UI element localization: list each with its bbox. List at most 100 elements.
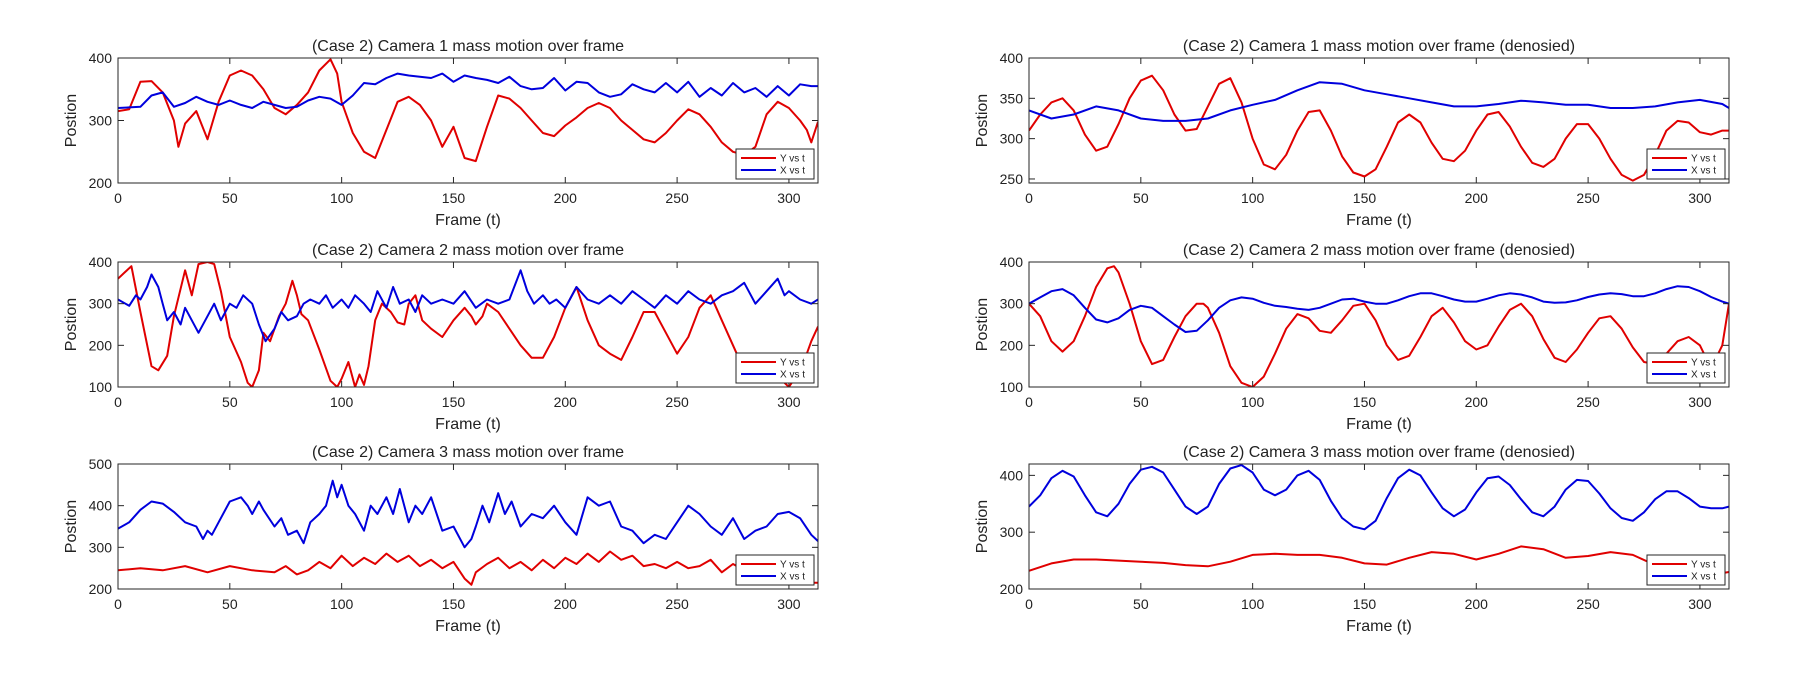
legend-label: Y vs t: [780, 560, 805, 571]
x-tick-label: 250: [1576, 190, 1600, 206]
x-tick-label: 0: [114, 190, 122, 206]
series-line-x-vs-t: [118, 479, 818, 549]
series-line-y-vs-t: [1029, 265, 1729, 387]
series-group: [118, 479, 818, 586]
series-line-x-vs-t: [118, 72, 818, 109]
y-tick-label: 300: [89, 113, 113, 129]
plot-area: [118, 464, 818, 589]
series-group: [118, 58, 818, 163]
legend-box: [735, 352, 815, 384]
chart-panel-1: 0 50 100 150 200 250 300 200 300 400 (Case 2) Came…: [63, 38, 819, 229]
y-tick-label: 400: [1000, 254, 1024, 270]
x-tick-label: 100: [1241, 190, 1265, 206]
legend-label: X vs t: [780, 166, 805, 177]
y-tick-label: 300: [89, 296, 113, 312]
x-tick-label: 300: [1688, 596, 1712, 612]
y-tick-label: 400: [1000, 467, 1024, 483]
series-line-x-vs-t: [1029, 81, 1729, 122]
legend-label: X vs t: [1691, 370, 1716, 381]
x-tick-label: 200: [554, 394, 578, 410]
legend: Y vs tX vs t: [735, 352, 815, 384]
chart-title: (Case 2) Camera 1 mass motion over frame: [312, 38, 624, 55]
legend-label: X vs t: [780, 572, 805, 583]
x-tick-label: 300: [777, 394, 801, 410]
chart-title: (Case 2) Camera 2 mass motion over frame…: [1183, 242, 1575, 259]
x-tick-label: 50: [222, 190, 238, 206]
x-tick-label: 250: [1576, 394, 1600, 410]
x-tick-label: 200: [1465, 394, 1489, 410]
plot-area: [1029, 464, 1729, 589]
y-tick-label: 400: [1000, 50, 1024, 66]
legend-box: [1646, 554, 1726, 586]
series-group: [118, 262, 818, 387]
x-tick-label: 0: [1025, 596, 1033, 612]
x-tick-label: 250: [665, 190, 689, 206]
plot-area: [118, 58, 818, 183]
x-tick-label: 100: [330, 190, 354, 206]
x-axis-label: Frame (t): [435, 618, 501, 635]
chart-title: (Case 2) Camera 1 mass motion over frame…: [1183, 38, 1575, 55]
y-tick-label: 400: [89, 498, 113, 514]
series-line-y-vs-t: [118, 550, 818, 586]
axes-box: [1028, 261, 1730, 388]
x-tick-label: 150: [1353, 596, 1377, 612]
x-tick-label: 0: [1025, 190, 1033, 206]
x-axis-label: Frame (t): [1346, 416, 1412, 433]
x-tick-label: 300: [777, 190, 801, 206]
legend-box: [1646, 352, 1726, 384]
legend-label: X vs t: [780, 370, 805, 381]
x-tick-label: 50: [1133, 190, 1149, 206]
x-tick-label: 150: [442, 190, 466, 206]
x-tick-label: 50: [1133, 394, 1149, 410]
y-tick-label: 400: [89, 254, 113, 270]
y-axis-label: Postion: [63, 298, 80, 351]
chart-title: (Case 2) Camera 2 mass motion over frame: [312, 242, 624, 259]
x-tick-label: 150: [1353, 394, 1377, 410]
legend: Y vs tX vs t: [1646, 554, 1726, 586]
y-tick-label: 250: [1000, 171, 1024, 187]
x-tick-label: 300: [1688, 190, 1712, 206]
x-tick-label: 100: [1241, 596, 1265, 612]
axes-box: [1028, 57, 1730, 184]
series-line-x-vs-t: [1029, 285, 1729, 333]
x-tick-label: 250: [1576, 596, 1600, 612]
legend-label: Y vs t: [1691, 358, 1716, 369]
series-line-y-vs-t: [118, 58, 818, 163]
y-axis-label: Postion: [974, 500, 991, 553]
series-line-y-vs-t: [118, 262, 818, 387]
y-tick-label: 200: [89, 337, 113, 353]
x-axis-label: Frame (t): [435, 416, 501, 433]
series-group: [1029, 464, 1729, 575]
y-tick-label: 300: [1000, 524, 1024, 540]
y-axis-label: Postion: [974, 94, 991, 147]
x-tick-label: 200: [554, 596, 578, 612]
y-tick-label: 300: [1000, 131, 1024, 147]
x-tick-label: 250: [665, 394, 689, 410]
chart-panel-4: 0 50 100 150 200 250 300 250 300 350 400 (Case 2) C…: [974, 38, 1730, 229]
x-tick-label: 0: [114, 596, 122, 612]
chart-title: (Case 2) Camera 3 mass motion over frame: [312, 444, 624, 461]
y-tick-label: 200: [1000, 337, 1024, 353]
chart-panel-6: 0 50 100 150 200 250 300 200 300 400 (Case 2) Came…: [974, 444, 1730, 635]
axes-box: [1028, 463, 1730, 590]
legend: Y vs tX vs t: [735, 554, 815, 586]
legend-label: Y vs t: [1691, 154, 1716, 165]
x-axis-label: Frame (t): [1346, 618, 1412, 635]
plot-area: [118, 262, 818, 387]
x-tick-label: 150: [1353, 190, 1377, 206]
legend: Y vs tX vs t: [735, 148, 815, 180]
axes-box: [117, 463, 819, 590]
legend-label: Y vs t: [780, 154, 805, 165]
series-line-x-vs-t: [118, 269, 818, 343]
legend-box: [735, 554, 815, 586]
y-axis-label: Postion: [974, 298, 991, 351]
y-tick-label: 200: [89, 581, 113, 597]
series-line-x-vs-t: [1029, 464, 1729, 531]
plot-area: [1029, 262, 1729, 387]
y-tick-label: 100: [1000, 379, 1024, 395]
series-line-y-vs-t: [1029, 74, 1729, 182]
x-axis-label: Frame (t): [435, 212, 501, 229]
x-tick-label: 150: [442, 394, 466, 410]
y-tick-label: 200: [1000, 581, 1024, 597]
